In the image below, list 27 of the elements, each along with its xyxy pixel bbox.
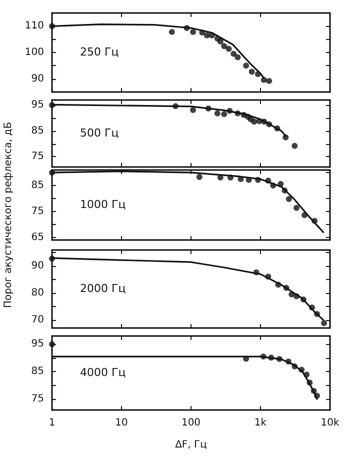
- annotation: 4000 Гц: [80, 366, 126, 379]
- y-tick-label: 95: [31, 100, 44, 111]
- y-tick-label: 65: [31, 232, 44, 243]
- y-tick-label: 75: [31, 151, 44, 162]
- annotation: 500 Гц: [80, 126, 119, 140]
- y-tick-label: 100: [24, 47, 44, 58]
- y-axis-title: Порог акустического рефлекса, дБ: [3, 122, 14, 308]
- x-tick-label: 1k: [254, 418, 267, 428]
- annotation: 1000 Гц: [80, 198, 126, 211]
- y-tick-label: 75: [31, 394, 44, 405]
- y-tick-label: 90: [31, 260, 44, 272]
- x-axis-title: ΔF, Гц: [175, 440, 208, 450]
- x-tick-label: 1: [48, 418, 56, 428]
- y-tick-label: 70: [31, 314, 44, 326]
- y-tick-label: 85: [31, 366, 44, 378]
- y-tick-label: 110: [24, 20, 44, 32]
- x-tick-label: 100: [181, 418, 201, 428]
- y-tick-label: 80: [31, 288, 44, 299]
- y-tick-label: 85: [31, 180, 44, 192]
- y-tick-label: 90: [31, 73, 44, 84]
- y-tick-label: 75: [31, 206, 44, 217]
- annotation: 250 Гц: [80, 46, 119, 58]
- y-tick-label: 85: [31, 125, 44, 136]
- y-tick-label: 95: [31, 338, 44, 350]
- annotation: 2000 Гц: [80, 282, 126, 295]
- x-tick-label: 10k: [320, 418, 340, 428]
- x-tick-label: 10: [115, 418, 128, 428]
